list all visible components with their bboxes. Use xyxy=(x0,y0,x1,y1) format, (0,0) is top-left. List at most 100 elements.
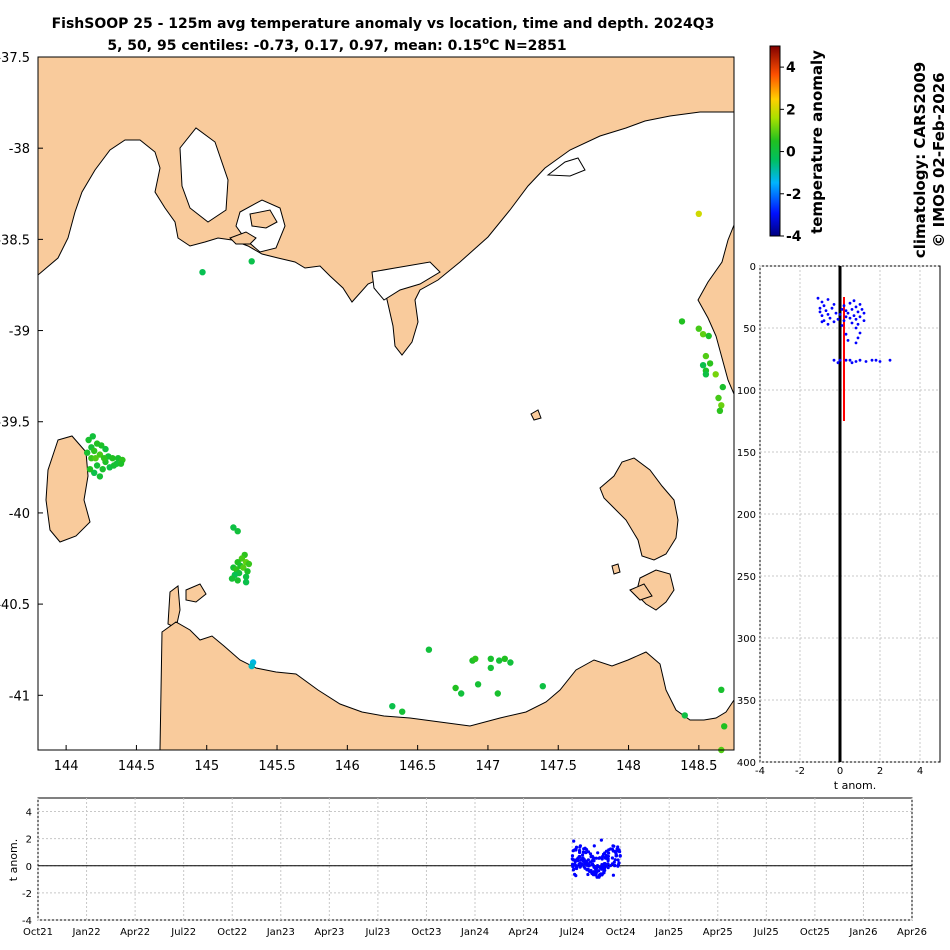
ts-point xyxy=(602,862,606,866)
map-point xyxy=(96,473,104,480)
map-point xyxy=(699,331,707,338)
profile-point xyxy=(858,358,862,362)
map-point xyxy=(244,568,251,575)
map-point xyxy=(110,462,118,469)
ts-xtick-label: Apr23 xyxy=(314,927,344,938)
map-point xyxy=(85,436,92,444)
ts-point xyxy=(598,856,602,860)
profile-ytick-label: 200 xyxy=(737,510,756,521)
ts-point xyxy=(570,857,574,861)
map-panel: 144 144.5 145 145.5 146 146.5 147 147.5 148 148.5… xyxy=(0,51,735,774)
profile-point xyxy=(844,332,848,336)
map-observation-points xyxy=(84,210,728,754)
profile-point xyxy=(828,316,832,320)
map-xtick-label: 144.5 xyxy=(118,759,155,774)
ts-xtick-label: Jul24 xyxy=(559,927,585,938)
profile-point xyxy=(826,322,830,326)
profile-point xyxy=(842,319,846,322)
map-ticks: 144 144.5 145 145.5 146 146.5 147 147.5 148 148.5… xyxy=(0,51,717,774)
profile-point xyxy=(820,314,824,317)
map-ytick-label: -38.5 xyxy=(0,233,30,248)
ts-point xyxy=(573,862,577,866)
ts-point xyxy=(591,873,596,877)
profile-point xyxy=(834,311,838,315)
map-point xyxy=(117,460,125,467)
ts-ytick-label: -4 xyxy=(22,916,32,927)
ts-point xyxy=(611,849,615,853)
map-point xyxy=(228,575,236,582)
map-point xyxy=(199,269,206,276)
chart-title: FishSOOP 25 - 125m avg temperature anoma… xyxy=(52,16,715,32)
ts-xtick-label: Oct24 xyxy=(606,927,636,938)
ts-xtick-label: Jul25 xyxy=(753,927,779,938)
profile-ytick-label: 100 xyxy=(737,386,756,397)
climatology-credit: climatology: CARS2009 xyxy=(911,62,929,258)
map-xtick-label: 145 xyxy=(194,759,219,774)
ts-point xyxy=(592,859,596,863)
map-point xyxy=(92,455,99,462)
map-ytick-label: -41 xyxy=(9,689,30,704)
profile-point xyxy=(856,322,860,326)
map-point xyxy=(695,325,702,332)
profile-point xyxy=(848,316,852,320)
corner-inlet xyxy=(371,261,441,301)
clarke-island xyxy=(629,583,653,601)
map-point xyxy=(705,332,712,340)
profile-point xyxy=(862,319,866,322)
ts-xtick-label: Apr25 xyxy=(703,927,733,938)
profile-point xyxy=(856,310,860,314)
ts-point xyxy=(571,868,576,872)
flinders-island xyxy=(599,457,679,561)
map-xtick-label: 146 xyxy=(335,759,360,774)
map-point xyxy=(248,662,255,670)
colorbar-tick-label: -2 xyxy=(786,187,802,203)
hunter-island xyxy=(167,585,181,629)
ts-point xyxy=(585,863,589,868)
ts-point xyxy=(610,856,615,860)
victoria-mainland xyxy=(38,57,734,356)
profile-point xyxy=(838,313,842,316)
ts-point xyxy=(614,852,618,857)
map-point xyxy=(539,683,546,690)
time-series-panel: Oct21 Jan22 Apr22 Jul22 Oct22 Jan23 Apr23 Jul23… xyxy=(7,797,927,938)
profile-xtick-label: -4 xyxy=(755,766,765,777)
gippsland-lakes xyxy=(546,157,586,177)
ts-xtick-label: Apr26 xyxy=(897,927,927,938)
ts-point xyxy=(618,854,622,858)
king-island xyxy=(45,435,91,543)
map-ytick-label: -39.5 xyxy=(0,416,30,431)
map-point xyxy=(102,445,109,453)
ts-xtick-label: Jan26 xyxy=(848,927,877,938)
profile-point xyxy=(854,341,858,345)
map-ytick-label: -40 xyxy=(9,507,30,522)
ts-point xyxy=(608,864,613,868)
profile-point xyxy=(862,311,866,315)
ts-point xyxy=(616,864,620,868)
map-point xyxy=(452,684,459,692)
colorbar-label: temperature anomaly xyxy=(808,50,826,234)
ts-point xyxy=(599,838,604,842)
ts-ytick-label: 0 xyxy=(26,862,32,873)
east-coast-strip xyxy=(697,224,734,395)
ts-point xyxy=(594,873,598,877)
ts-point xyxy=(578,865,582,869)
map-xtick-label: 147.5 xyxy=(540,759,577,774)
map-point xyxy=(425,646,433,653)
profile-point xyxy=(836,361,840,365)
map-point xyxy=(715,394,722,402)
map-point xyxy=(99,466,106,473)
map-xtick-label: 148 xyxy=(616,759,641,774)
profile-points xyxy=(816,296,892,365)
map-ytick-label: -38 xyxy=(9,142,30,157)
ts-xtick-label: Oct21 xyxy=(23,927,53,938)
profile-point xyxy=(854,360,858,363)
french-island xyxy=(249,209,278,229)
ts-point xyxy=(588,860,593,864)
profile-point xyxy=(850,361,854,365)
ts-xtick-label: Jul23 xyxy=(364,927,390,938)
profile-point xyxy=(878,360,882,363)
ts-points xyxy=(570,838,622,879)
map-point xyxy=(487,664,494,672)
ts-point xyxy=(601,854,605,859)
map-point xyxy=(91,469,98,476)
